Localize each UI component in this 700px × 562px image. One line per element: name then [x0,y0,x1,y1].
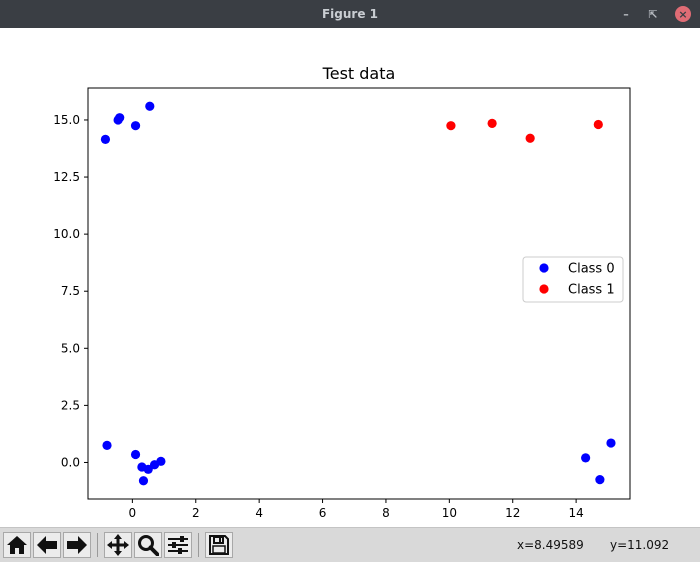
data-points [100,101,616,486]
x-tick-label: 14 [568,506,583,520]
minimize-button[interactable]: – [623,7,629,21]
toolbar-separator [198,533,199,557]
figure-canvas[interactable]: Test data 0 2 4 6 8 10 12 14 0.0 2.5 5.0 7.5 10.0 12… [0,28,700,526]
close-button[interactable]: × [675,6,691,22]
window-titlebar: Figure 1 – ⇱ × [0,0,700,28]
y-tick-label: 15.0 [53,113,80,127]
data-point-class-1 [446,121,456,131]
save-button[interactable] [205,532,233,558]
data-point-class-0 [130,121,141,131]
pan-button[interactable] [104,532,132,558]
legend: Class 0 Class 1 [522,256,624,303]
forward-button[interactable] [63,532,91,558]
toolbar-separator [97,533,98,557]
y-tick-label: 12.5 [53,170,80,184]
x-coordinate-readout: x=8.49589 [517,538,584,552]
maximize-button[interactable]: ⇱ [648,7,658,21]
scatter-chart: Test data 0 2 4 6 8 10 12 14 0.0 2.5 5.0 7.5 10.0 12… [53,64,631,520]
x-axis-ticks: 0 2 4 6 8 10 12 14 [129,499,584,520]
home-button[interactable] [3,532,31,558]
data-point-class-0 [156,456,166,466]
configure-subplots-icon [168,536,188,554]
y-tick-label: 5.0 [61,341,80,355]
data-point-class-1 [593,119,603,130]
data-point-class-0 [100,134,111,144]
x-tick-label: 6 [319,506,327,520]
data-point-class-0 [595,474,605,485]
legend-marker [539,284,549,294]
y-tick-label: 0.0 [61,455,80,469]
navigation-toolbar: x=8.49589 y=11.092 [0,527,700,562]
data-point-class-0 [138,476,149,486]
data-point-class-0 [143,464,153,474]
data-point-class-1 [525,133,535,143]
legend-label: Class 1 [568,283,615,298]
home-icon [7,536,27,554]
y-axis-ticks: 0.0 2.5 5.0 7.5 10.0 12.5 15.0 [53,113,88,469]
configure-subplots-button[interactable] [164,532,192,558]
zoom-button[interactable] [134,532,162,558]
back-button[interactable] [33,532,61,558]
data-point-class-0 [130,449,141,460]
x-tick-label: 2 [192,506,200,520]
chart-title: Test data [322,64,396,83]
y-coordinate-readout: y=11.092 [610,538,670,552]
data-point-class-1 [487,118,497,128]
x-tick-label: 8 [382,506,390,520]
y-tick-label: 10.0 [53,227,80,241]
x-tick-label: 12 [505,506,520,520]
zoom-icon [138,535,159,556]
back-icon [37,536,57,554]
data-point-class-0 [102,440,112,450]
window-title: Figure 1 [321,7,379,21]
pan-icon [107,534,129,556]
y-tick-label: 7.5 [61,284,80,298]
save-icon [209,535,229,555]
data-point-class-0 [606,438,616,448]
data-point-class-0 [145,101,155,111]
forward-icon [67,536,87,554]
data-point-class-0 [115,113,125,123]
data-point-class-0 [581,453,591,463]
y-tick-label: 2.5 [61,398,80,412]
legend-marker [539,263,549,273]
x-tick-label: 0 [129,506,137,520]
x-tick-label: 10 [442,506,457,520]
legend-label: Class 0 [568,262,615,277]
x-tick-label: 4 [255,506,263,520]
